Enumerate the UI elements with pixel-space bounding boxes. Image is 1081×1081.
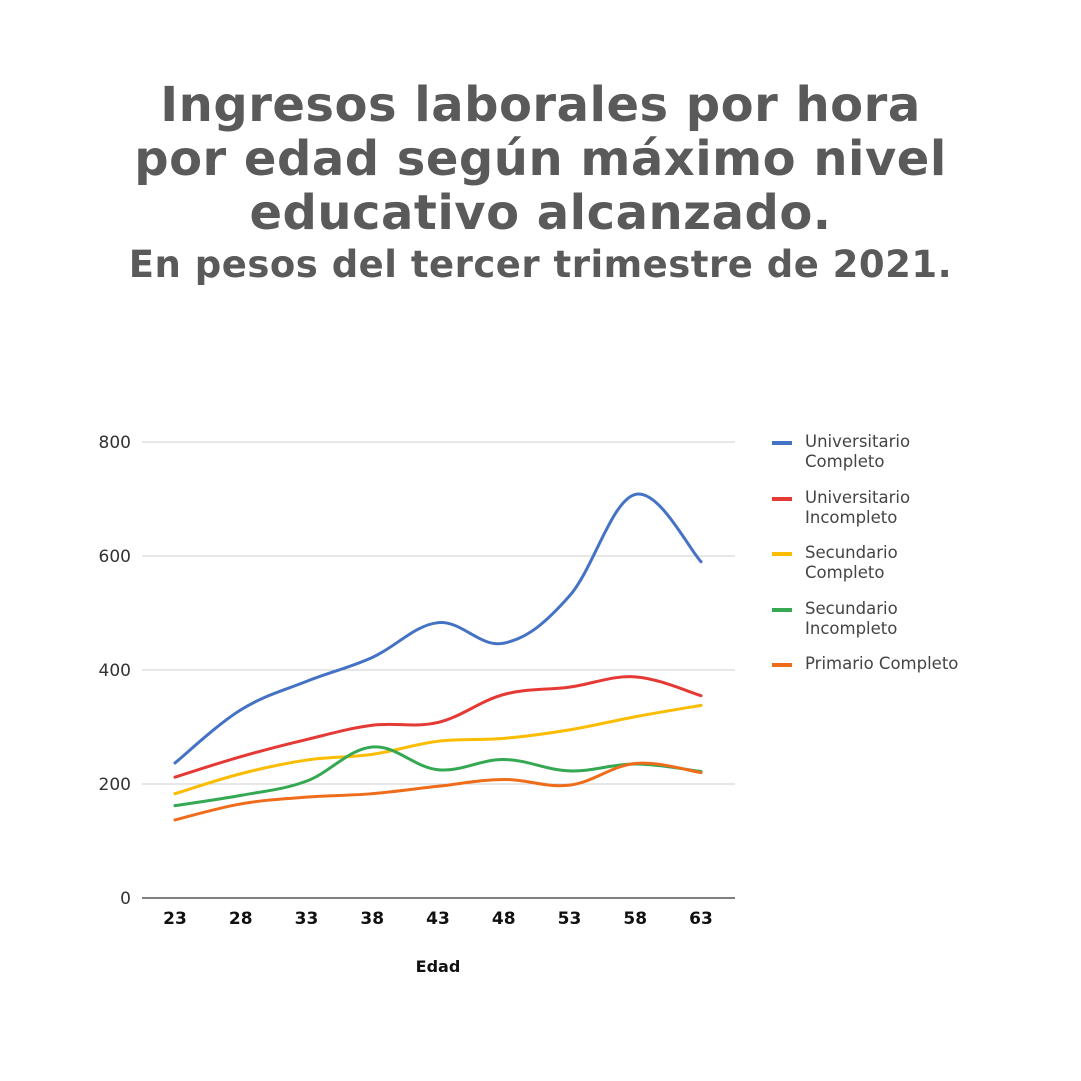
legend-label: Secundario Incompleto — [805, 599, 1065, 639]
y-tick-label: 400 — [99, 661, 131, 681]
data-point-universitario-incompleto — [436, 721, 440, 724]
legend-label-line: Completo — [805, 452, 885, 471]
data-point-secundario-incompleto — [173, 804, 177, 808]
series-line-secundario-completo — [173, 703, 703, 796]
x-tick-label: 23 — [163, 909, 187, 929]
data-point-secundario-completo — [502, 737, 506, 740]
gridlines — [142, 441, 735, 899]
x-tick-label: 28 — [229, 909, 253, 929]
legend-label-line: Completo — [805, 563, 885, 582]
data-point-universitario-completo — [699, 560, 703, 564]
chart-subtitle: En pesos del tercer trimestre de 2021. — [128, 243, 953, 286]
data-point-primario-completo — [239, 802, 243, 806]
data-point-universitario-incompleto — [502, 693, 506, 696]
data-point-universitario-incompleto — [239, 755, 243, 759]
data-point-universitario-incompleto — [370, 723, 374, 727]
y-tick-label: 800 — [99, 433, 131, 453]
y-tick-label: 0 — [120, 889, 131, 909]
data-point-secundario-completo — [239, 772, 243, 776]
legend-swatch — [772, 552, 792, 556]
chart-title-line-3: educativo alcanzado. — [249, 185, 832, 241]
x-tick-label: 43 — [426, 909, 450, 929]
legend-item: Universitario Completo — [772, 432, 1072, 488]
legend-label-line: Incompleto — [805, 507, 898, 527]
legend-item: Secundario Incompleto — [772, 599, 1072, 655]
series-line-universitario-completo — [173, 492, 703, 765]
data-point-secundario-completo — [173, 792, 177, 796]
data-point-universitario-incompleto — [568, 685, 571, 689]
legend-label-line: Primario Completo — [805, 654, 959, 673]
x-tick-label: 58 — [623, 909, 647, 929]
legend-label-line: Incompleto — [805, 618, 898, 638]
data-point-universitario-completo — [568, 594, 571, 598]
legend-swatch — [772, 607, 792, 612]
data-point-secundario-incompleto — [370, 745, 374, 749]
title-block: Ingresos laborales por hora por edad seg… — [0, 78, 1081, 288]
series-line-universitario-incompleto — [173, 675, 703, 779]
data-point-secundario-incompleto — [239, 794, 243, 797]
legend-label-line: Universitario — [805, 432, 911, 451]
data-point-secundario-incompleto — [568, 769, 571, 773]
data-point-secundario-completo — [699, 703, 703, 707]
series-lines — [173, 492, 703, 822]
data-point-universitario-completo — [305, 680, 308, 683]
legend-label-line: Secundario — [805, 543, 898, 562]
data-point-universitario-incompleto — [305, 738, 308, 741]
chart-title-line-2: por edad según máximo nivel — [134, 131, 947, 187]
x-tick-label: 63 — [689, 909, 713, 929]
data-point-primario-completo — [568, 783, 571, 787]
legend-label-line: Universitario — [805, 487, 911, 507]
legend-swatch — [772, 496, 792, 501]
x-axis-ticks: 23 28 33 38 43 48 53 58 63 — [163, 909, 713, 929]
data-point-primario-completo — [173, 818, 177, 822]
y-axis-ticks: 0 200 400 600 800 — [99, 433, 131, 909]
data-point-secundario-completo — [370, 752, 374, 756]
legend: Universitario Completo Universitario Incomp… — [772, 432, 1072, 710]
y-tick-label: 600 — [99, 547, 131, 567]
data-point-universitario-completo — [502, 641, 506, 645]
x-tick-label: 33 — [295, 909, 319, 929]
data-point-secundario-incompleto — [502, 758, 506, 761]
legend-label: Primario Completo — [805, 654, 1065, 674]
data-point-primario-completo — [436, 784, 440, 788]
data-point-secundario-incompleto — [305, 779, 308, 783]
legend-label-line: Secundario — [805, 598, 898, 618]
chart-title-line-1: Ingresos laborales por hora — [160, 77, 921, 133]
data-point-primario-completo — [305, 795, 308, 799]
data-point-universitario-incompleto — [699, 694, 703, 698]
data-point-universitario-incompleto — [633, 675, 637, 679]
legend-swatch — [772, 663, 792, 667]
data-point-secundario-completo — [633, 715, 637, 719]
legend-item: Primario Completo — [772, 654, 1072, 710]
data-point-primario-completo — [633, 762, 637, 765]
legend-label: Universitario Completo — [805, 432, 1065, 472]
data-point-secundario-completo — [568, 728, 571, 732]
data-point-universitario-completo — [436, 621, 440, 625]
data-point-universitario-completo — [239, 708, 243, 712]
data-point-universitario-completo — [173, 761, 177, 765]
x-tick-label: 38 — [360, 909, 384, 929]
legend-label: Secundario Completo — [805, 543, 1065, 583]
data-point-universitario-completo — [370, 656, 374, 659]
x-tick-label: 53 — [558, 909, 582, 929]
legend-item: Universitario Incompleto — [772, 488, 1072, 544]
data-point-universitario-completo — [633, 493, 637, 496]
y-tick-label: 200 — [99, 775, 131, 795]
legend-swatch — [772, 441, 792, 445]
data-point-secundario-incompleto — [436, 768, 440, 772]
data-point-primario-completo — [699, 771, 703, 774]
data-point-universitario-incompleto — [173, 775, 177, 779]
legend-label: Universitario Incompleto — [805, 488, 1065, 528]
x-tick-label: 48 — [492, 909, 516, 929]
data-point-primario-completo — [370, 792, 374, 796]
data-point-secundario-completo — [436, 739, 440, 743]
data-point-secundario-completo — [305, 758, 308, 762]
data-point-primario-completo — [502, 778, 506, 781]
x-axis-title: Edad — [416, 957, 461, 976]
series-line-secundario-incompleto — [173, 745, 703, 808]
legend-item: Secundario Completo — [772, 543, 1072, 599]
